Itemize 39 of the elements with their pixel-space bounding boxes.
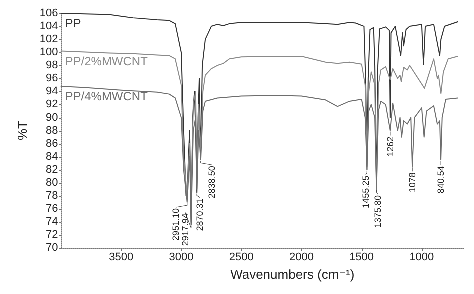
y-tick-label: 80 [46, 176, 58, 189]
x-tick-label: 2500 [229, 252, 254, 264]
series-label: PP/2%MWCNT [65, 54, 149, 68]
y-tick-label: 102 [40, 34, 58, 46]
annotation: 2870.31 [195, 198, 206, 232]
y-tick-label: 100 [40, 46, 58, 59]
annotation: 2951.10 [171, 208, 182, 242]
series-label: PP [65, 16, 82, 30]
x-tick-label: 3000 [169, 252, 194, 264]
annotation: 2838.50 [207, 166, 218, 199]
annotation: 1262 [385, 136, 396, 157]
y-tick-label: 96 [46, 72, 58, 85]
annotation: 840.54 [436, 166, 446, 194]
x-axis-title: Wavenumbers (cm⁻¹) [230, 267, 355, 282]
x-tick-label: 3500 [109, 252, 134, 264]
y-tick-label: 94 [46, 86, 58, 98]
y-tick-label: 78 [46, 190, 58, 202]
y-tick-label: 76 [46, 203, 58, 215]
annotation: 1078 [408, 172, 418, 193]
y-tick-label: 82 [46, 164, 58, 176]
x-tick-label: 1500 [350, 252, 374, 264]
y-tick-label: 84 [46, 150, 58, 163]
annotation: 2917.94 [180, 214, 190, 246]
y-tick-label: 88 [46, 124, 58, 137]
annotation: 1375.80 [372, 195, 383, 228]
x-tick-label: 2000 [289, 252, 314, 264]
y-tick-label: 86 [46, 138, 58, 150]
y-tick-label: 104 [40, 20, 58, 33]
y-tick-label: 90 [46, 112, 58, 124]
y-axis-title: %T [15, 120, 30, 141]
annotation: 1455.25 [360, 176, 371, 208]
y-tick-label: 92 [46, 98, 58, 111]
series-label: PP/4%MWCNT [65, 89, 149, 104]
y-tick-label: 106 [40, 8, 58, 20]
y-tick-label: 74 [46, 216, 58, 228]
y-tick-label: 98 [46, 60, 58, 72]
y-tick-label: 72 [46, 229, 58, 242]
y-tick-label: 70 [46, 242, 58, 254]
x-tick-label: 1000 [410, 252, 434, 264]
